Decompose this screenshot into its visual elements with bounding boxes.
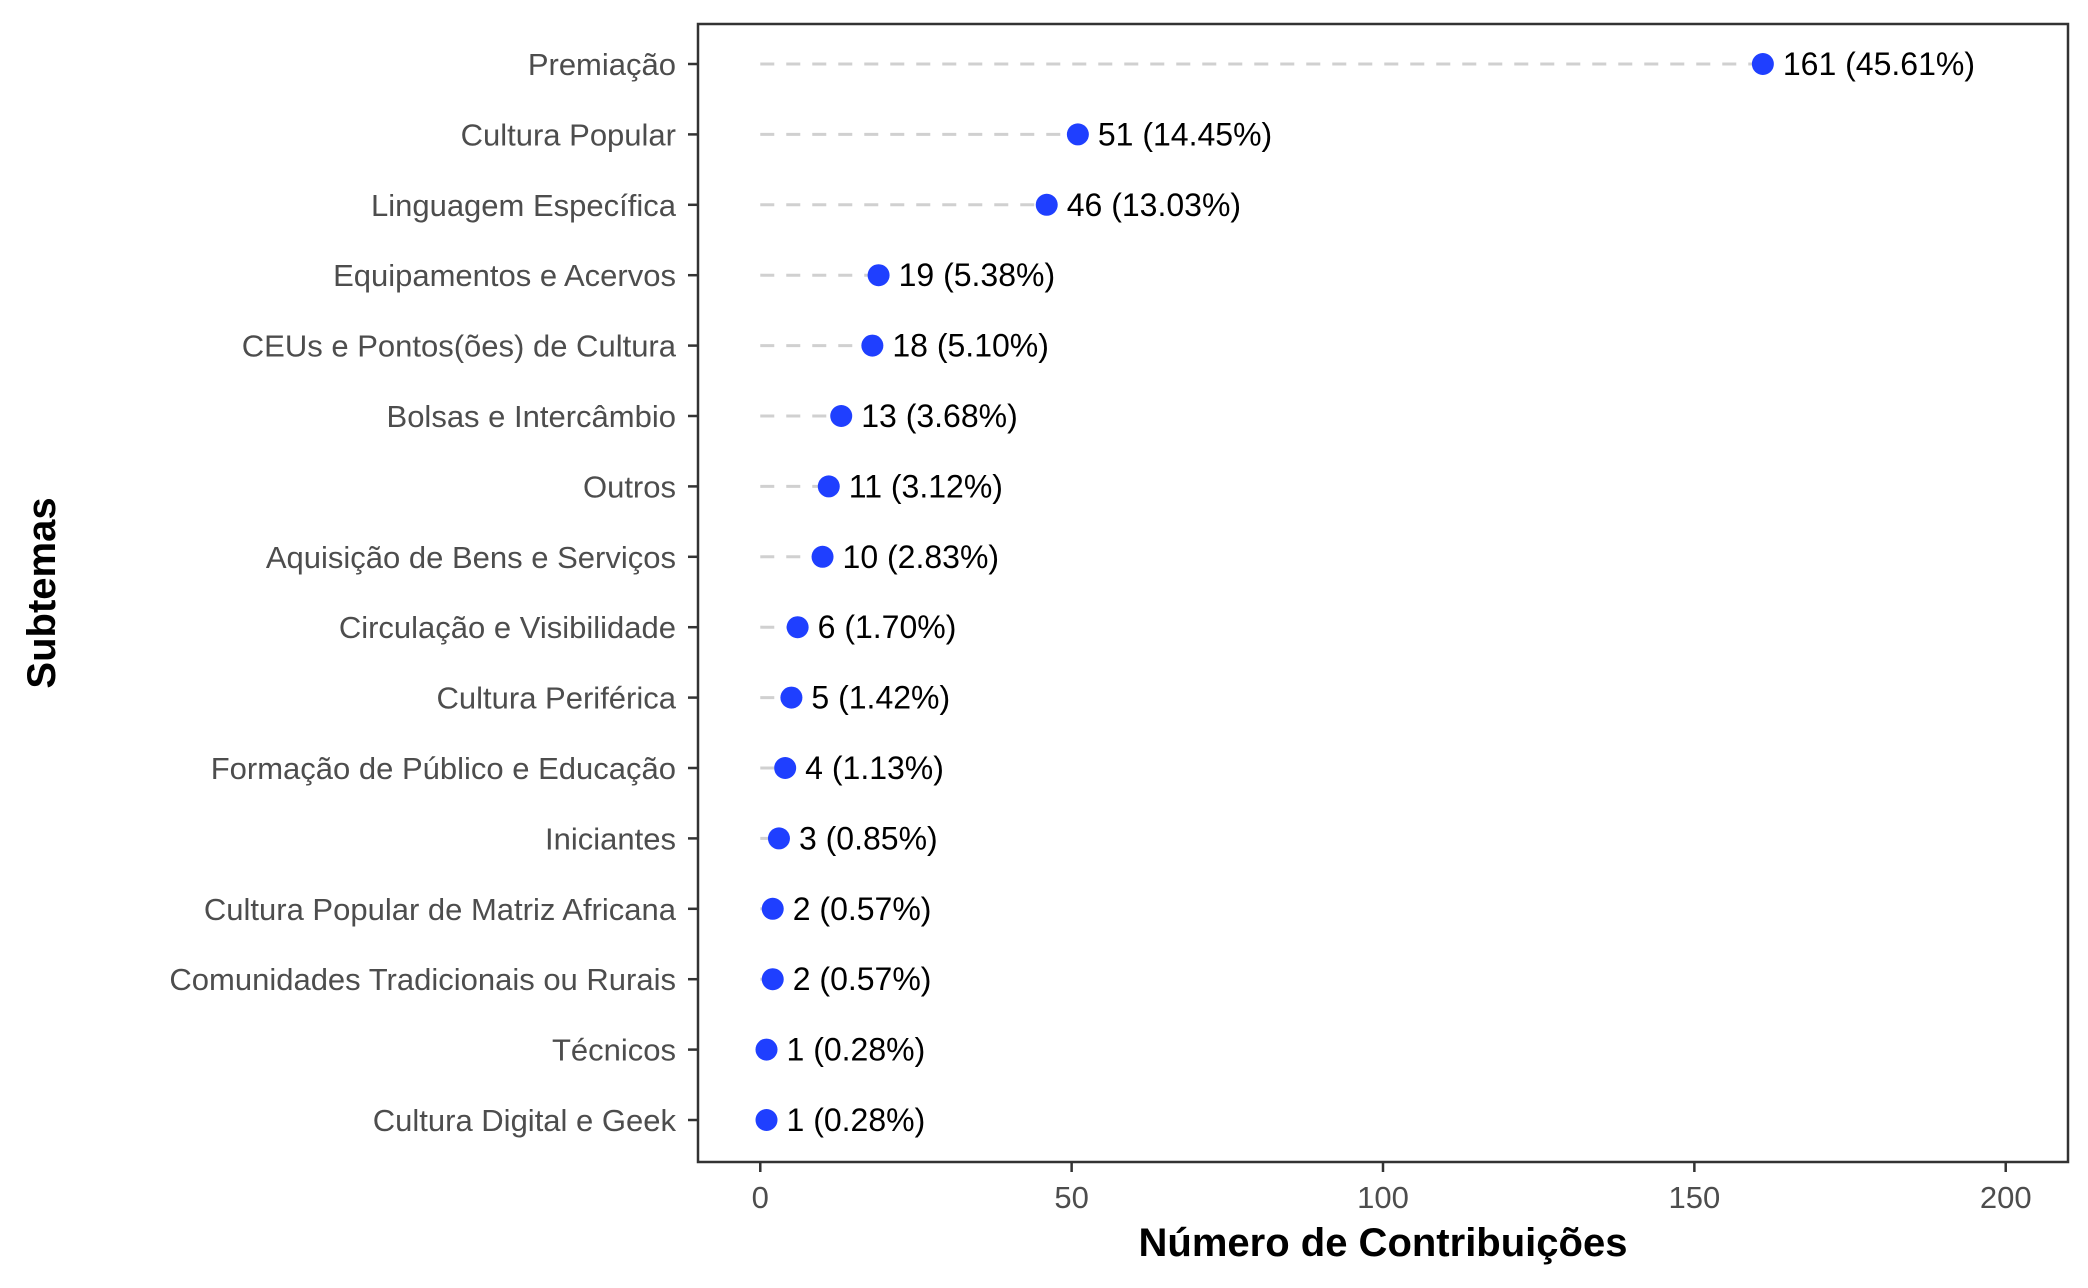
data-label: 2 (0.57%) bbox=[793, 891, 932, 927]
x-axis: 0 50 100 150 200 bbox=[752, 1162, 2032, 1215]
data-label: 46 (13.03%) bbox=[1067, 187, 1241, 223]
data-point bbox=[761, 897, 784, 920]
data-point bbox=[755, 1109, 778, 1131]
y-tick-label: Linguagem Específica bbox=[371, 188, 677, 223]
data-label: 18 (5.10%) bbox=[892, 328, 1049, 364]
y-tick-label: Premiação bbox=[528, 47, 676, 82]
y-tick-label: Aquisição de Bens e Serviços bbox=[266, 540, 676, 575]
data-label: 19 (5.38%) bbox=[899, 257, 1056, 293]
x-tick-label: 100 bbox=[1357, 1180, 1409, 1215]
data-point bbox=[817, 475, 840, 498]
y-tick-label: Outros bbox=[583, 469, 676, 504]
data-points bbox=[755, 53, 1774, 1131]
data-point bbox=[761, 968, 784, 991]
data-point bbox=[811, 545, 834, 568]
y-tick-label: Iniciantes bbox=[545, 821, 676, 856]
x-tick-label: 50 bbox=[1054, 1180, 1088, 1215]
data-label: 161 (45.61%) bbox=[1783, 46, 1975, 82]
y-tick-label: Cultura Popular bbox=[461, 117, 676, 152]
data-labels: 161 (45.61%) 51 (14.45%) 46 (13.03%) 19 (5.… bbox=[787, 46, 1975, 1138]
data-point bbox=[1035, 193, 1058, 216]
data-point bbox=[830, 405, 853, 427]
data-label: 1 (0.28%) bbox=[787, 1102, 926, 1138]
data-point bbox=[867, 264, 890, 287]
x-axis-title: Número de Contribuições bbox=[1139, 1221, 1628, 1265]
data-point bbox=[1066, 123, 1089, 146]
data-label: 11 (3.12%) bbox=[849, 468, 1003, 504]
y-tick-label: CEUs e Pontos(ões) de Cultura bbox=[242, 329, 677, 364]
y-tick-label: Formação de Público e Educação bbox=[211, 751, 676, 786]
data-point bbox=[774, 757, 797, 779]
data-label: 1 (0.28%) bbox=[787, 1032, 926, 1068]
data-point bbox=[786, 616, 809, 639]
data-label: 13 (3.68%) bbox=[861, 398, 1018, 434]
y-tick-label: Cultura Digital e Geek bbox=[373, 1103, 677, 1138]
y-axis-title: Subtemas bbox=[20, 497, 64, 688]
data-label: 4 (1.13%) bbox=[805, 750, 944, 786]
data-label: 3 (0.85%) bbox=[799, 820, 938, 856]
data-point bbox=[780, 686, 803, 709]
y-tick-label: Comunidades Tradicionais ou Rurais bbox=[169, 962, 676, 997]
y-tick-label: Cultura Popular de Matriz Africana bbox=[204, 892, 677, 927]
x-tick-label: 150 bbox=[1668, 1180, 1720, 1215]
y-tick-label: Cultura Periférica bbox=[437, 681, 677, 716]
y-tick-label: Circulação e Visibilidade bbox=[339, 610, 676, 645]
data-point bbox=[755, 1038, 778, 1061]
data-label: 2 (0.57%) bbox=[793, 961, 932, 997]
data-label: 10 (2.83%) bbox=[843, 539, 1000, 575]
data-label: 51 (14.45%) bbox=[1098, 116, 1272, 152]
data-point bbox=[767, 827, 790, 850]
data-label: 5 (1.42%) bbox=[811, 680, 950, 716]
y-axis: Premiação Cultura Popular Linguagem Especí… bbox=[169, 47, 698, 1138]
data-label: 6 (1.70%) bbox=[818, 609, 957, 645]
x-tick-label: 200 bbox=[1980, 1180, 2032, 1215]
x-tick-label: 0 bbox=[752, 1180, 769, 1215]
data-point bbox=[861, 334, 884, 357]
y-tick-label: Técnicos bbox=[552, 1033, 676, 1068]
y-tick-label: Bolsas e Intercâmbio bbox=[387, 399, 676, 434]
data-point bbox=[1751, 53, 1774, 75]
y-tick-label: Equipamentos e Acervos bbox=[333, 258, 676, 293]
